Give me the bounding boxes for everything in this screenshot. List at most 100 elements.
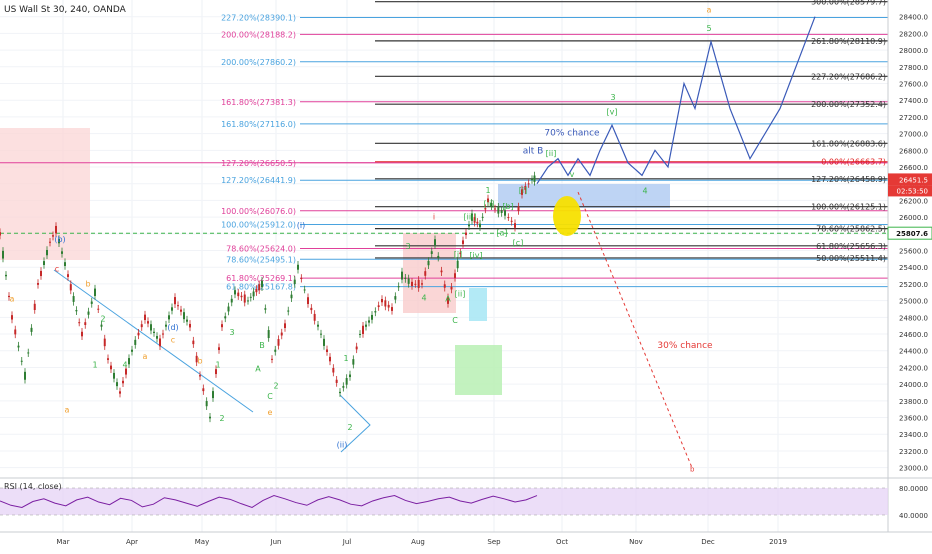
wave-label: c [55,264,59,273]
candle-body [440,270,443,273]
fib-label: 127.20%(26458.9) [811,175,886,184]
candle-body [17,345,20,348]
zone-blue-target [498,184,670,208]
candle-body [227,306,230,312]
candle-body [237,292,240,297]
chart-title: US Wall St 30, 240, OANDA [4,5,126,15]
wave-label: [c] [513,239,524,248]
projection-line [536,16,816,185]
rsi-tick-label: 40.0000 [899,512,928,520]
time-tag-bg [888,185,932,197]
candle-body [81,331,83,337]
candle-body [437,255,440,258]
candle-body [427,260,430,266]
candle-body [113,372,115,379]
candle-body [61,251,63,254]
candle-body [473,217,476,223]
candle-body [40,270,42,277]
candle-body [290,294,293,299]
candle-body [277,339,280,346]
candle-body [58,238,60,244]
candle-body [49,241,51,243]
candle-body [2,250,4,259]
candle-body [510,220,513,222]
candle-body [468,224,470,227]
wave-label: [ii] [455,289,466,298]
candle-body [479,223,481,228]
candle-body [134,339,137,345]
candle-body [218,347,220,351]
price-tick-label: 23000.0 [899,465,928,473]
fib-label: 227.20%(27686.2) [811,72,886,81]
price-tick-label: 27000.0 [899,131,928,139]
wave-label: 1 [343,354,348,363]
candle-body [517,206,520,212]
wave-label: 4 [421,294,426,303]
candle-body [394,296,397,300]
price-tick-label: 26000.0 [899,214,928,222]
candle-body [195,355,198,363]
candle-body [313,313,316,321]
wave-label: a [707,6,712,15]
fib-levels-left: 227.20%(28390.1) 200.00%(28188.2) 200.00%(… [221,14,888,292]
candle-body [323,338,325,346]
highlight-circle [553,196,581,236]
candle-body [297,264,299,270]
candle-body [162,333,164,335]
price-tick-label: 27600.0 [899,81,928,89]
candle-body [384,300,387,307]
candle-body [69,284,72,291]
candle-body [252,291,255,297]
candle-body [159,338,161,347]
time-tick-label: Apr [126,538,138,546]
candle-body [362,325,364,334]
candle-body [533,175,536,182]
candle-body [484,208,487,210]
candle-body [374,311,377,313]
fib-label: 50.00%(25511.4) [816,254,886,263]
wave-label: [b] [502,202,513,211]
candle-body [456,260,459,269]
candle-body [90,301,93,304]
candle-body [514,223,516,228]
candle-body [476,221,479,224]
candle-body [335,379,338,383]
annotation-label: 30% chance [657,341,713,351]
candle-body [365,324,367,327]
candle-body [500,210,503,213]
candle-body [490,202,493,207]
wave-label: 2 [100,315,105,324]
wave-label: [a] [496,228,507,237]
time-tick-label: Jun [270,538,282,546]
fib-levels-right: 300.00%(28579.7) 261.80%(28110.9) 227.20%(… [375,0,888,263]
price-tick-label: 23200.0 [899,448,928,456]
wave-label: (i) [297,221,305,230]
candle-body [494,208,496,210]
wave-label: (b) [54,235,65,244]
candle-body [122,380,124,384]
candle-body [11,315,13,320]
candle-body [352,359,355,365]
candle-body [147,321,149,324]
price-tick-label: 26800.0 [899,147,928,155]
candle-body [349,374,351,378]
candle-body [527,183,530,185]
candle-body [131,349,133,352]
candle-body [189,323,191,328]
candle-body [137,332,140,336]
rsi-label: RSI (14, close) [4,482,62,491]
candle-body [125,368,127,375]
wave-label: [i] [454,250,462,259]
time-tick-label: Aug [411,538,425,546]
fib-label: 78.60%(25624.0) [226,245,296,254]
candle-body [381,298,383,303]
wave-label: a [10,294,15,303]
price-tick-label: 25000.0 [899,298,928,306]
wave-label: e [268,408,273,417]
wave-label: c [171,335,175,344]
rsi-line [0,495,538,508]
price-tick-label: 28200.0 [899,30,928,38]
candle-body [46,249,48,256]
